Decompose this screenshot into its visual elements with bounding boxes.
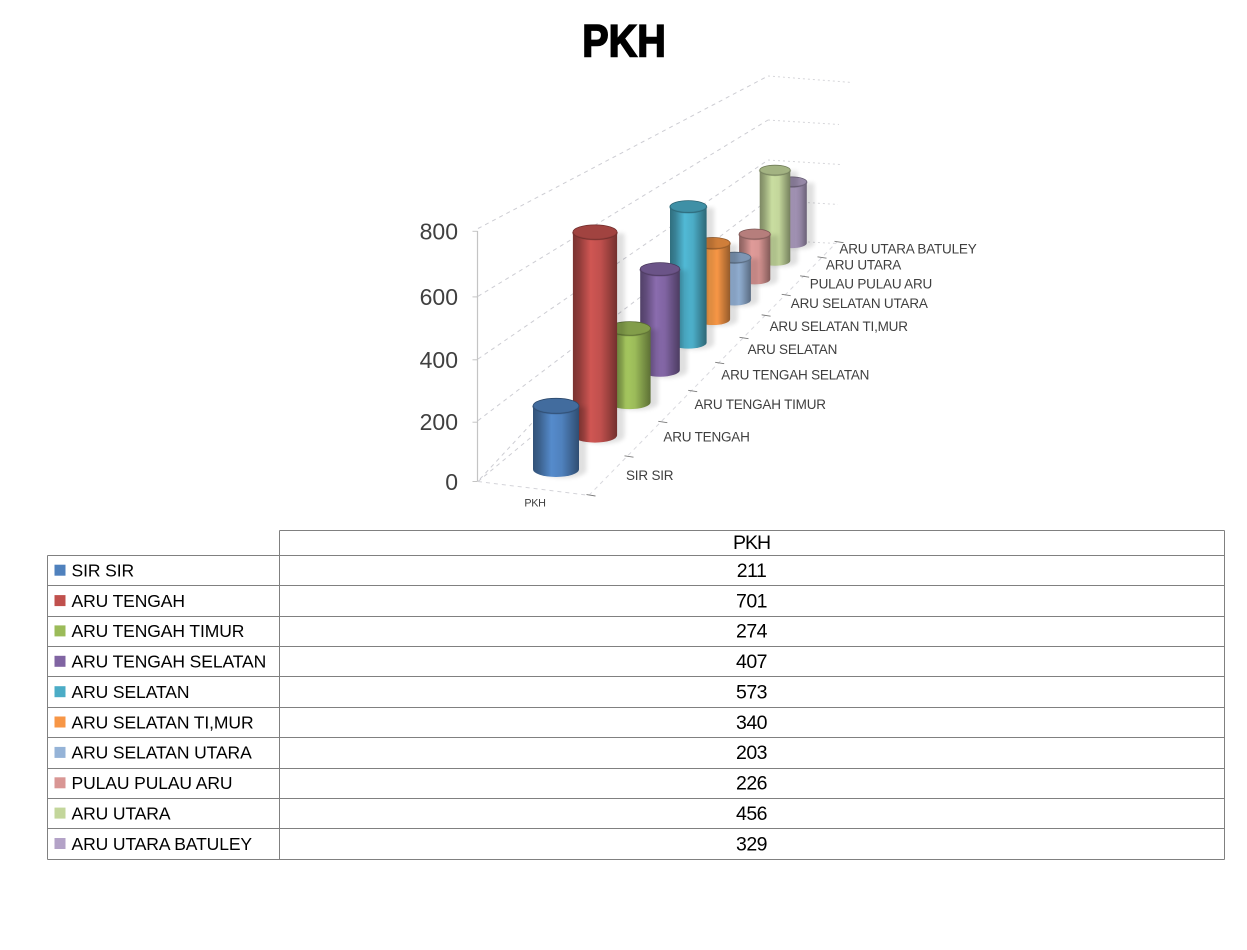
svg-text:ARU TENGAH TIMUR: ARU TENGAH TIMUR <box>72 621 245 641</box>
svg-text:340: 340 <box>736 712 768 734</box>
svg-text:ARU UTARA: ARU UTARA <box>826 258 901 273</box>
svg-text:ARU UTARA BATULEY: ARU UTARA BATULEY <box>839 242 976 257</box>
svg-text:PKH: PKH <box>733 532 770 554</box>
svg-text:701: 701 <box>736 590 767 612</box>
svg-text:ARU TENGAH SELATAN: ARU TENGAH SELATAN <box>72 652 267 672</box>
svg-text:400: 400 <box>420 347 458 373</box>
svg-text:573: 573 <box>736 682 767 704</box>
svg-text:PULAU PULAU ARU: PULAU PULAU ARU <box>72 773 233 793</box>
svg-text:ARU SELATAN UTARA: ARU SELATAN UTARA <box>72 743 253 763</box>
svg-text:ARU SELATAN TI,MUR: ARU SELATAN TI,MUR <box>770 319 909 334</box>
svg-text:211: 211 <box>737 560 767 582</box>
svg-text:ARU SELATAN: ARU SELATAN <box>748 342 838 357</box>
svg-text:ARU UTARA BATULEY: ARU UTARA BATULEY <box>72 834 253 854</box>
svg-text:456: 456 <box>736 803 767 825</box>
svg-text:407: 407 <box>736 651 767 673</box>
svg-text:ARU UTARA: ARU UTARA <box>72 803 171 823</box>
svg-text:PKH: PKH <box>524 498 545 510</box>
svg-text:226: 226 <box>736 773 767 795</box>
svg-text:SIR SIR: SIR SIR <box>72 561 135 581</box>
svg-text:ARU TENGAH TIMUR: ARU TENGAH TIMUR <box>695 397 827 412</box>
svg-text:ARU TENGAH SELATAN: ARU TENGAH SELATAN <box>721 367 869 382</box>
svg-text:ARU SELATAN TI,MUR: ARU SELATAN TI,MUR <box>72 712 254 732</box>
svg-text:203: 203 <box>736 742 767 764</box>
svg-text:PULAU PULAU ARU: PULAU PULAU ARU <box>810 276 932 291</box>
svg-text:SIR SIR: SIR SIR <box>626 468 674 483</box>
svg-text:ARU SELATAN: ARU SELATAN <box>72 682 190 702</box>
svg-text:274: 274 <box>736 621 768 643</box>
svg-text:PKH: PKH <box>582 16 666 66</box>
svg-text:ARU TENGAH: ARU TENGAH <box>72 591 185 611</box>
svg-text:329: 329 <box>736 833 767 855</box>
svg-text:600: 600 <box>420 284 458 310</box>
svg-text:ARU TENGAH: ARU TENGAH <box>663 429 749 444</box>
svg-text:0: 0 <box>445 469 458 495</box>
svg-text:200: 200 <box>420 409 458 435</box>
svg-text:ARU SELATAN UTARA: ARU SELATAN UTARA <box>791 296 928 311</box>
svg-text:800: 800 <box>420 218 458 244</box>
